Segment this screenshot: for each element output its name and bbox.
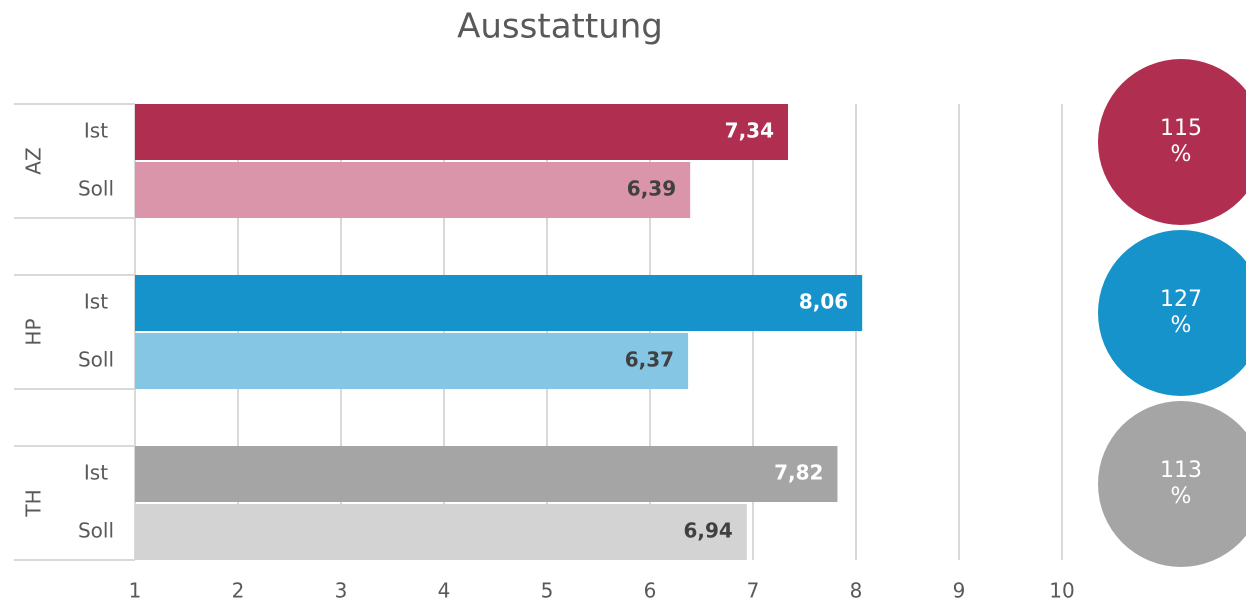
ratio-label: 115% bbox=[1160, 116, 1202, 167]
ratio-circle bbox=[1098, 401, 1246, 567]
ratio-circle bbox=[1098, 59, 1246, 225]
y-tick-label: Soll bbox=[78, 177, 114, 201]
ratio-label-line: 127 bbox=[1160, 287, 1202, 312]
x-tick-label: 10 bbox=[1049, 579, 1074, 603]
ratio-label-line: 113 bbox=[1160, 458, 1202, 483]
ratio-label-line: % bbox=[1171, 313, 1192, 338]
bar bbox=[135, 104, 789, 160]
x-tick-label: 3 bbox=[335, 579, 348, 603]
x-tick-label: 8 bbox=[850, 579, 863, 603]
ratio-label: 127% bbox=[1160, 287, 1202, 338]
ratio-label-line: 115 bbox=[1160, 116, 1202, 141]
y-tick-label: Soll bbox=[78, 519, 114, 543]
bar bbox=[135, 275, 863, 331]
x-tick-label: 5 bbox=[541, 579, 554, 603]
ratio-label-line: % bbox=[1171, 484, 1192, 509]
bar bbox=[135, 333, 689, 389]
group-label: TH bbox=[22, 489, 46, 517]
data-label: 6,94 bbox=[683, 519, 732, 543]
data-label: 6,39 bbox=[627, 177, 676, 201]
bar bbox=[135, 504, 747, 560]
x-tick-label: 7 bbox=[747, 579, 760, 603]
bar bbox=[135, 446, 838, 502]
x-tick-label: 9 bbox=[953, 579, 966, 603]
data-label: 8,06 bbox=[799, 290, 848, 314]
x-tick-label: 1 bbox=[129, 579, 142, 603]
y-tick-label: Ist bbox=[84, 119, 108, 143]
bar bbox=[135, 162, 691, 218]
chart-title: Ausstattung bbox=[457, 7, 663, 47]
x-tick-label: 2 bbox=[232, 579, 245, 603]
ratio-circle bbox=[1098, 230, 1246, 396]
data-label: 6,37 bbox=[625, 348, 674, 372]
x-tick-label: 4 bbox=[438, 579, 451, 603]
y-tick-label: Soll bbox=[78, 348, 114, 372]
y-tick-label: Ist bbox=[84, 290, 108, 314]
ratio-label-line: % bbox=[1171, 142, 1192, 167]
group-label: HP bbox=[22, 318, 46, 345]
x-tick-label: 6 bbox=[644, 579, 657, 603]
data-label: 7,82 bbox=[774, 461, 823, 485]
group-label: AZ bbox=[22, 147, 46, 174]
ratio-label: 113% bbox=[1160, 458, 1202, 509]
y-tick-label: Ist bbox=[84, 461, 108, 485]
data-label: 7,34 bbox=[725, 119, 774, 143]
